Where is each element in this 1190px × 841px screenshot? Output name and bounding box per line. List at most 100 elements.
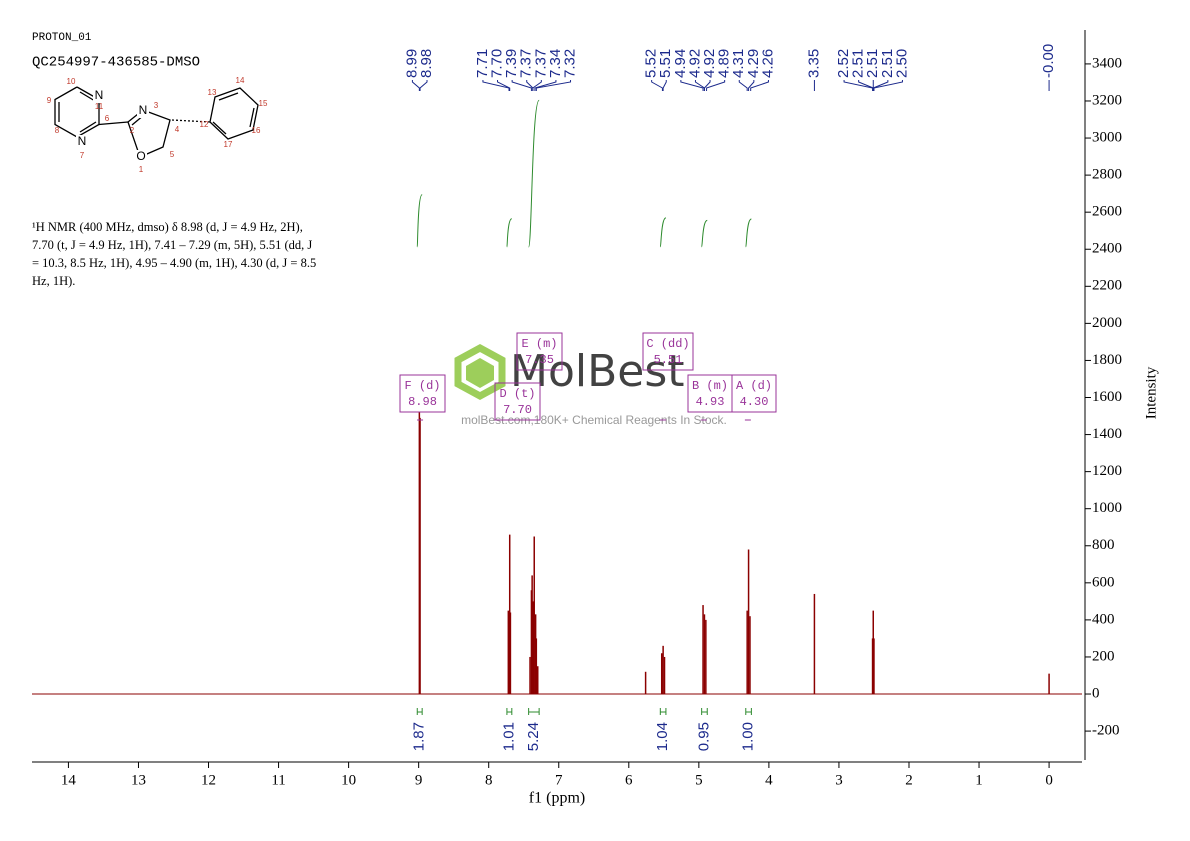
peak-label: 2.52: [835, 49, 852, 78]
peak-label: 2.51: [879, 49, 896, 78]
watermark-tagline: molBest.com,180K+ Chemical Reagents In S…: [461, 413, 727, 427]
atom-label: 17: [224, 140, 233, 149]
integral-bracket: [416, 708, 423, 715]
atom-label: 8: [55, 126, 60, 135]
logo: [466, 358, 494, 388]
multiplet-shift: 5.51: [654, 353, 683, 367]
multiplet-box: [399, 374, 446, 413]
y-tick-label: 1400: [1092, 426, 1122, 442]
atom-label: 14: [236, 76, 245, 85]
x-tick-label: 14: [61, 772, 77, 788]
y-tick-label: 1200: [1092, 463, 1122, 479]
atom-label: 11: [95, 102, 104, 111]
bond: [98, 121, 129, 126]
x-tick-label: 2: [905, 772, 913, 788]
integral-curve: [528, 99, 540, 248]
y-tick-label: 2400: [1092, 241, 1122, 257]
y-tick-label: 600: [1092, 574, 1115, 590]
integral-curve: [701, 219, 708, 248]
description-line: 7.70 (t, J = 4.9 Hz, 1H), 7.41 – 7.29 (m…: [32, 238, 312, 252]
peak-label-connector: [872, 80, 889, 91]
x-tick-label: 1: [975, 772, 983, 788]
peak-label: 5.51: [657, 49, 674, 78]
x-axis-label: f1 (ppm): [529, 790, 585, 807]
x-tick-label: 5: [695, 772, 703, 788]
peak-label: 4.29: [745, 49, 762, 78]
peak-label: 7.70: [488, 49, 505, 78]
integral-bracket: [659, 708, 667, 715]
peak-label: 7.39: [503, 49, 520, 78]
atom-mask: [76, 135, 88, 149]
peak-label: 3.35: [805, 49, 822, 78]
multiplet-label: A (d): [736, 379, 772, 393]
atom-label: 7: [80, 151, 85, 160]
peak-label-connector: [651, 80, 663, 91]
multiplet-label: F (d): [404, 379, 440, 393]
atom-label: N: [95, 88, 104, 102]
peak-label-connector: [535, 80, 572, 91]
multiplet-label: E (m): [521, 337, 557, 351]
peak-label: 4.94: [672, 49, 689, 78]
atom-label: 12: [200, 120, 209, 129]
multiplet-shift: 4.30: [740, 395, 769, 409]
peak-label-connector: [534, 80, 557, 91]
integral-curve: [745, 218, 752, 248]
peak-label: -0.00: [1040, 44, 1057, 78]
experiment-name: PROTON_01: [32, 32, 92, 44]
peak-label-connector: [532, 80, 542, 91]
peak-label: 4.92: [686, 49, 703, 78]
bond: [218, 92, 239, 101]
atom-label: 2: [130, 126, 135, 135]
atom-label: 3: [154, 101, 159, 110]
multiplet-box: [642, 332, 694, 371]
integral-label: 1.87: [411, 722, 428, 751]
x-tick-label: 11: [271, 772, 285, 788]
bond: [209, 87, 259, 140]
integral-label: 1.01: [500, 722, 517, 751]
bond: [79, 91, 96, 102]
bond: [249, 107, 255, 128]
multiplet-shift: 7.35: [525, 353, 554, 367]
atom-label: 13: [208, 88, 217, 97]
description-line: Hz, 1H).: [32, 274, 75, 288]
atom-mask: [135, 150, 147, 164]
x-tick-label: 6: [625, 772, 633, 788]
peak-label: 2.51: [850, 49, 867, 78]
peak-label: 8.99: [403, 49, 420, 78]
integral-curve: [659, 217, 667, 248]
x-tick-label: 0: [1045, 772, 1053, 788]
x-tick-label: 10: [341, 772, 356, 788]
y-tick-label: 2600: [1092, 204, 1122, 220]
peak-label: 4.31: [730, 49, 747, 78]
atom-label: 4: [175, 125, 180, 134]
peak-label: 2.51: [864, 49, 881, 78]
peak-label-connector: [680, 80, 704, 91]
y-tick-label: -200: [1092, 723, 1120, 739]
peak-label-connector: [750, 80, 769, 91]
peak-label-connector: [411, 80, 420, 91]
y-tick-label: 1000: [1092, 500, 1122, 516]
atom-label: 10: [67, 77, 76, 86]
integral-curve: [416, 194, 423, 248]
atom-label: 5: [170, 150, 175, 159]
x-tick-label: 8: [485, 772, 493, 788]
y-tick-label: 2200: [1092, 278, 1122, 294]
peak-label-connector: [662, 80, 667, 91]
peak-label: 7.34: [547, 49, 564, 78]
atom-label: N: [139, 103, 148, 117]
peak-label: 7.37: [532, 49, 549, 78]
x-tick-label: 7: [555, 772, 563, 788]
y-tick-label: 400: [1092, 611, 1115, 627]
bond: [79, 121, 97, 133]
x-tick-label: 12: [201, 772, 216, 788]
peak-label-connector: [703, 80, 711, 91]
y-tick-label: 2000: [1092, 315, 1122, 331]
bond: [54, 86, 100, 138]
watermark: MolBest molBest.com,180K+ Chemical Reage…: [454, 344, 727, 427]
description-line: = 10.3, 8.5 Hz, 1H), 4.95 – 4.90 (m, 1H)…: [32, 256, 316, 270]
atom-label: 6: [105, 114, 110, 123]
peak-label-connector: [748, 80, 755, 91]
multiplet-label: D (t): [499, 387, 535, 401]
peak-label: 7.32: [561, 49, 578, 78]
